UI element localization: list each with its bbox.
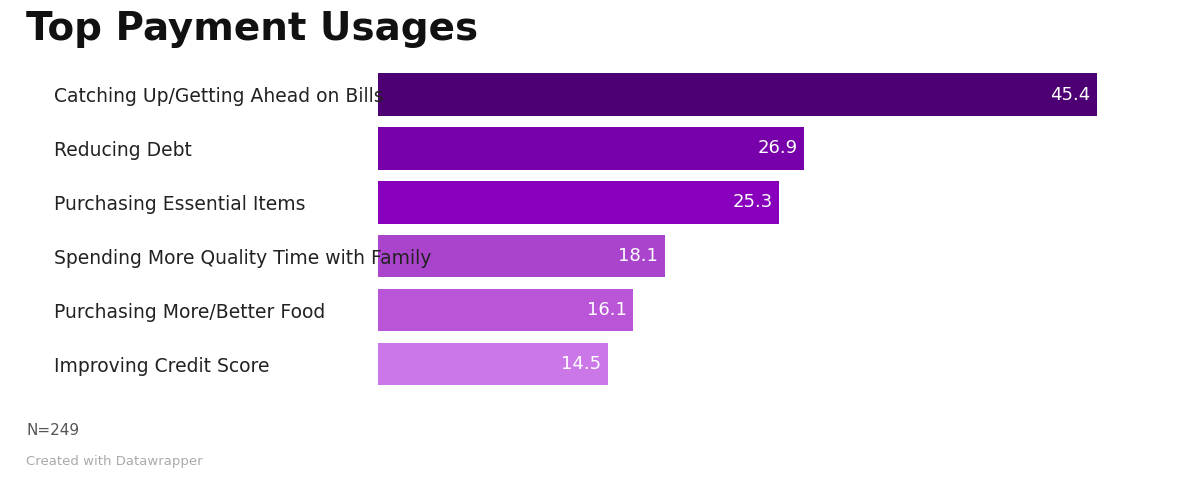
Bar (378, 235, 665, 277)
Text: 18.1: 18.1 (618, 248, 659, 265)
Bar (378, 128, 804, 170)
Text: 45.4: 45.4 (1050, 86, 1091, 104)
Text: 26.9: 26.9 (757, 140, 798, 157)
Text: N=249: N=249 (26, 423, 79, 438)
Bar (378, 182, 779, 224)
Bar (378, 343, 607, 385)
Text: 16.1: 16.1 (587, 302, 626, 319)
Bar (378, 74, 1097, 116)
Text: 14.5: 14.5 (562, 355, 601, 373)
Bar (378, 289, 634, 331)
Text: Top Payment Usages: Top Payment Usages (26, 10, 479, 47)
Text: 25.3: 25.3 (732, 194, 773, 211)
Text: Created with Datawrapper: Created with Datawrapper (26, 455, 203, 468)
